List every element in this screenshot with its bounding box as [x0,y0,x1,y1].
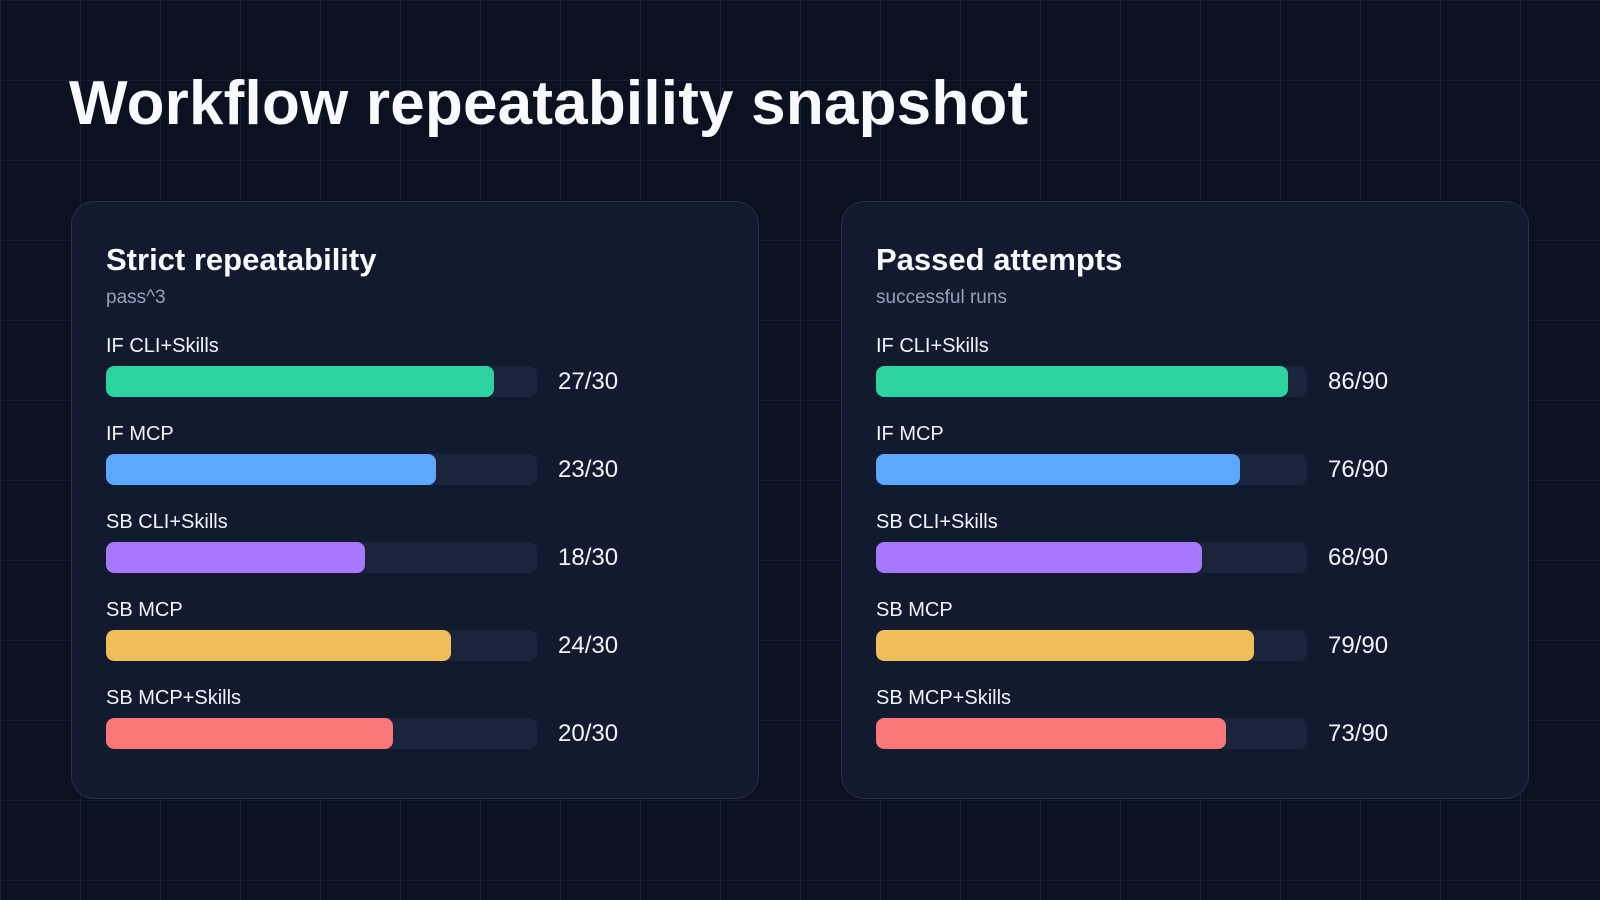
bar-row: IF CLI+Skills 86/90 [876,332,1496,420]
bar-label: SB MCP+Skills [876,687,1012,709]
bar-label: IF MCP [106,423,174,445]
bar-fill [106,542,365,573]
bar-row: SB CLI+Skills 18/30 [106,508,726,596]
card-title: Passed attempts [876,242,1123,277]
bar-value: 68/90 [1328,544,1389,571]
bar-track [876,454,1307,485]
card-subtitle: successful runs [876,287,1007,308]
bar-fill [876,630,1255,661]
bar-track [106,454,537,485]
bar-fill [106,718,394,749]
bar-row: IF MCP 23/30 [106,420,726,508]
bar-track [876,718,1307,749]
bar-row: SB CLI+Skills 68/90 [876,508,1496,596]
bar-row: IF CLI+Skills 27/30 [106,332,726,420]
bar-label: IF CLI+Skills [876,335,989,357]
bar-fill [106,366,494,397]
strict-repeatability-card: Strict repeatability pass^3 IF CLI+Skill… [71,201,759,799]
bar-label: SB CLI+Skills [876,511,998,533]
bar-fill [876,718,1226,749]
bar-row: SB MCP+Skills 20/30 [106,684,726,772]
bar-fill [106,454,437,485]
bar-fill [106,630,451,661]
bar-label: IF MCP [876,423,944,445]
bar-value: 27/30 [558,368,619,395]
bar-row: IF MCP 76/90 [876,420,1496,508]
page-title: Workflow repeatability snapshot [69,69,1029,138]
bar-track [876,630,1307,661]
bar-value: 73/90 [1328,720,1389,747]
bar-track [106,542,537,573]
bar-row: SB MCP 79/90 [876,596,1496,684]
bar-value: 23/30 [558,456,619,483]
bar-label: SB MCP [876,599,953,621]
bar-list: IF CLI+Skills 86/90 IF MCP 76/90 SB CLI+Skil… [876,332,1496,772]
bar-value: 20/30 [558,720,619,747]
bar-fill [876,542,1202,573]
bar-label: IF CLI+Skills [106,335,219,357]
bar-fill [876,454,1240,485]
bar-label: SB CLI+Skills [106,511,228,533]
bar-label: SB MCP [106,599,183,621]
bar-list: IF CLI+Skills 27/30 IF MCP 23/30 SB CLI+Skil… [106,332,726,772]
bar-value: 18/30 [558,544,619,571]
bar-row: SB MCP 24/30 [106,596,726,684]
bar-track [106,630,537,661]
card-subtitle: pass^3 [106,287,166,308]
bar-value: 86/90 [1328,368,1389,395]
bar-value: 79/90 [1328,632,1389,659]
card-title: Strict repeatability [106,242,377,277]
bar-value: 76/90 [1328,456,1389,483]
bar-track [876,542,1307,573]
bar-track [876,366,1307,397]
bar-fill [876,366,1288,397]
bar-label: SB MCP+Skills [106,687,242,709]
bar-value: 24/30 [558,632,619,659]
bar-track [106,366,537,397]
passed-attempts-card: Passed attempts successful runs IF CLI+S… [841,201,1529,799]
bar-row: SB MCP+Skills 73/90 [876,684,1496,772]
bar-track [106,718,537,749]
